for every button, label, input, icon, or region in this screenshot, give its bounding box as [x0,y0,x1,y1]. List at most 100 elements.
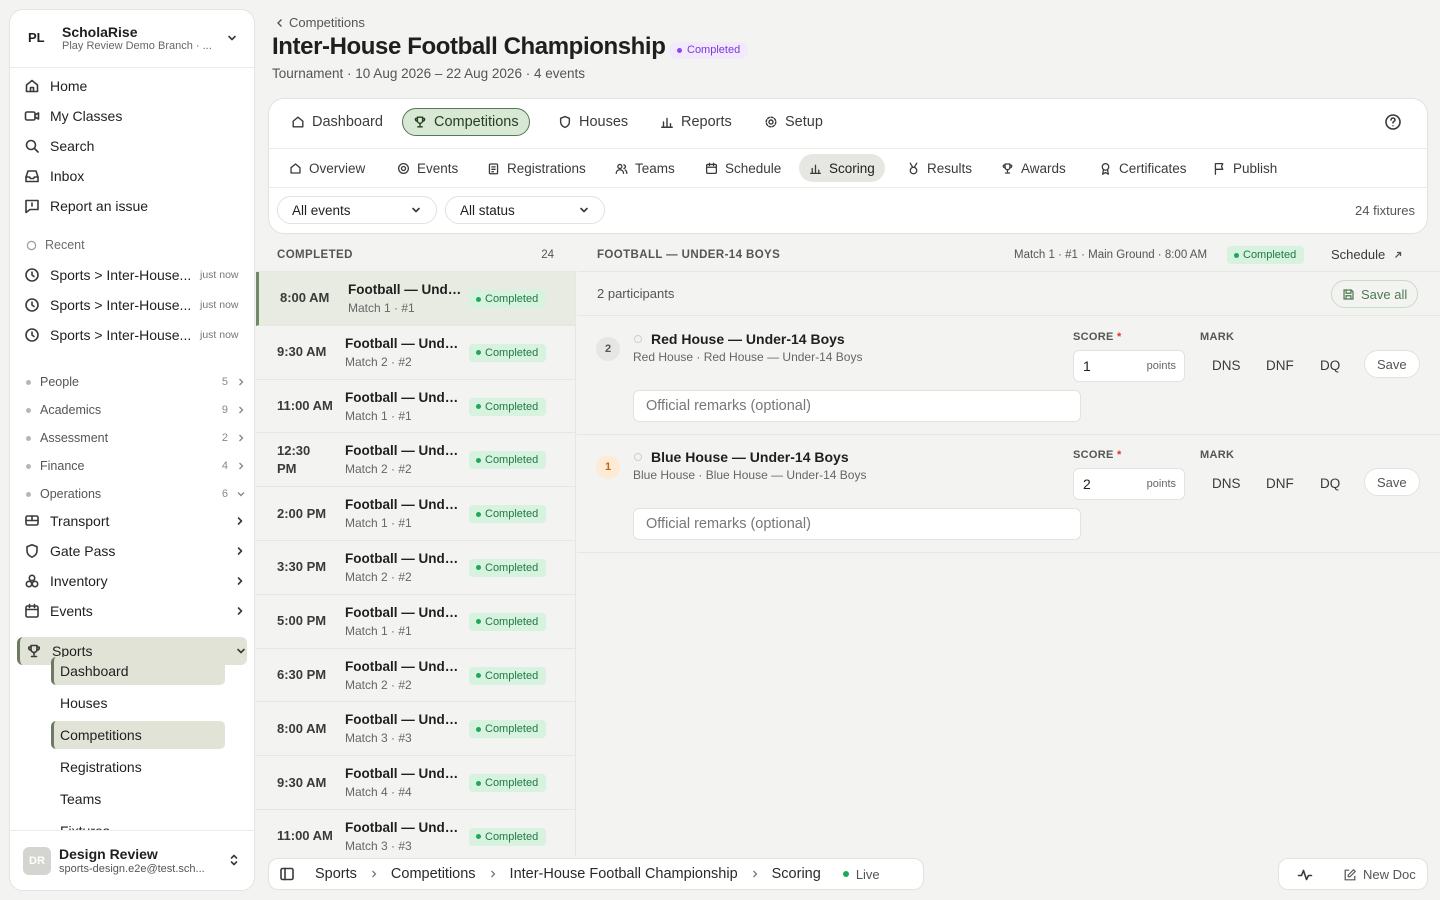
event-name: FOOTBALL — UNDER-14 BOYS [597,249,781,261]
nav-report-issue[interactable]: Report an issue [24,193,148,219]
activity-icon[interactable] [1297,867,1313,883]
fixture-title: Football — Under-14 Boys [345,497,459,513]
module-gate-pass[interactable]: Gate Pass [24,538,246,564]
fixture-row[interactable]: 11:00 AM Football — Under-16 Boys Match 3 … [256,809,575,856]
tab-results[interactable]: Results [897,154,982,182]
mark-dq-button[interactable]: DQ [1320,475,1341,491]
fixture-row[interactable]: 3:30 PM Football — Under-14 Girls Match 2 … [256,540,575,595]
remarks-input[interactable]: Official remarks (optional) [633,508,1081,540]
fixture-time: 5:00 PM [277,613,327,629]
select-radio[interactable] [634,453,642,461]
clock-icon [24,267,40,283]
status-badge: Completed [469,720,547,739]
recent-item[interactable]: Sports > Inter-House... just now [24,292,244,318]
status-badge: Completed [469,343,547,362]
participants-bar: 2 participants Save all [577,272,1440,316]
user-menu[interactable]: DR Design Review sports-design.e2e@test.… [10,830,254,890]
user-name: Design Review [59,846,158,862]
breadcrumb-competition[interactable]: Inter-House Football Championship [509,866,738,882]
nav-my-classes[interactable]: My Classes [24,103,122,129]
chevron-down-icon [235,645,247,657]
score-input[interactable]: 2 points [1073,468,1185,500]
mark-dns-button[interactable]: DNS [1212,357,1241,373]
sports-sub-dashboard[interactable]: Dashboard [51,657,225,685]
chevron-down-icon [236,489,246,499]
mark-dq-button[interactable]: DQ [1320,357,1341,373]
module-inventory[interactable]: Inventory [24,568,246,594]
save-button[interactable]: Save [1364,468,1420,496]
tab-teams[interactable]: Teams [605,154,685,182]
tab-schedule[interactable]: Schedule [695,154,791,182]
nav-home[interactable]: Home [24,73,87,99]
group-assessment[interactable]: Assessment 2 [26,427,246,449]
fixture-time: 8:00 AM [280,290,330,306]
schedule-link[interactable]: Schedule [1331,247,1403,262]
fixture-row[interactable]: 6:30 PM Football — Under-16 Girls Match 2 … [256,648,575,703]
mark-dnf-button[interactable]: DNF [1266,357,1294,373]
nav-search[interactable]: Search [24,133,94,159]
new-doc-button[interactable]: New Doc [1343,867,1416,882]
home-icon [289,162,309,175]
fixture-meta: Match 4 · #4 [345,785,412,800]
mark-dns-button[interactable]: DNS [1212,475,1241,491]
group-finance[interactable]: Finance 4 [26,455,246,477]
match-meta: Match 1 · #1 · Main Ground · 8:00 AM [1014,249,1208,261]
fixture-row[interactable]: 9:30 AM Football — Under-14 Girls Match 4 … [256,756,575,810]
fixture-row[interactable]: 9:30 AM Football — Under-14 Girls Match 2 … [256,325,575,380]
breadcrumb-competitions[interactable]: Competitions [390,866,476,882]
score-input[interactable]: 1 points [1073,350,1185,382]
sports-sub-teams[interactable]: Teams [60,791,102,807]
tab-registrations[interactable]: Registrations [477,154,596,182]
breadcrumb-sports[interactable]: Sports [315,866,357,882]
tab-houses[interactable]: Houses [548,108,638,136]
remarks-input[interactable]: Official remarks (optional) [633,390,1081,422]
tab-setup[interactable]: Setup [754,108,833,136]
user-email: sports-design.e2e@test.sch... [59,863,205,875]
tab-events[interactable]: Events [387,154,468,182]
fixture-row[interactable]: 8:00 AM Football — Under-14 Boys Match 1 ·… [256,272,575,326]
bus-icon [24,513,40,529]
save-all-button[interactable]: Save all [1331,280,1419,308]
tab-competitions[interactable]: Competitions [402,108,530,136]
recent-item[interactable]: Sports > Inter-House... just now [24,322,244,348]
back-link[interactable]: Competitions [276,15,365,30]
recent-item[interactable]: Sports > Inter-House... just now [24,262,244,288]
select-radio[interactable] [634,335,642,343]
group-academics[interactable]: Academics 9 [26,399,246,421]
sub-tabs: Overview Events Registrations Teams Sche… [269,148,1427,188]
org-switcher[interactable]: PL ScholaRise Play Review Demo Branch · … [10,10,254,68]
fixture-row[interactable]: 8:00 AM Football — Under-14 Boys Match 3 ·… [256,702,575,757]
status-filter[interactable]: All status [445,196,605,224]
save-button[interactable]: Save [1364,350,1420,378]
tab-awards[interactable]: Awards [991,154,1076,182]
group-people[interactable]: People 5 [26,371,246,393]
mark-label: MARK [1200,331,1235,343]
nav-inbox[interactable]: Inbox [24,163,84,189]
tab-certificates[interactable]: Certificates [1089,154,1197,182]
chevron-left-icon [276,18,289,28]
module-transport[interactable]: Transport [24,508,246,534]
group-operations[interactable]: Operations 6 [26,483,246,505]
fixture-time: 6:30 PM [277,666,327,682]
help-icon[interactable] [1384,113,1402,131]
edit-icon [1343,868,1363,882]
participant-name: Blue House — Under-14 Boys [651,449,849,465]
fixture-row[interactable]: 12:30 PM Football — Under-16 Girls Match 2… [256,433,575,488]
inbox-icon [24,168,50,184]
tab-reports[interactable]: Reports [650,108,742,136]
sports-sub-registrations[interactable]: Registrations [60,759,142,775]
fixture-row[interactable]: 2:00 PM Football — Under-14 Boys Match 1 ·… [256,487,575,541]
fixture-row[interactable]: 5:00 PM Football — Under-16 Boys Match 1 ·… [256,594,575,649]
clipboard-icon [487,162,507,175]
tab-publish[interactable]: Publish [1203,154,1287,182]
tab-overview[interactable]: Overview [279,154,375,182]
fixture-row[interactable]: 11:00 AM Football — Under-16 Boys Match 1 … [256,379,575,434]
sidebar-toggle-icon[interactable] [279,866,295,882]
sports-sub-houses[interactable]: Houses [60,695,108,711]
module-events[interactable]: Events [24,598,246,624]
mark-dnf-button[interactable]: DNF [1266,475,1294,491]
sports-sub-competitions[interactable]: Competitions [51,721,225,749]
tab-scoring[interactable]: Scoring [799,154,885,182]
tab-dashboard[interactable]: Dashboard [281,108,393,136]
event-filter[interactable]: All events [277,196,437,224]
